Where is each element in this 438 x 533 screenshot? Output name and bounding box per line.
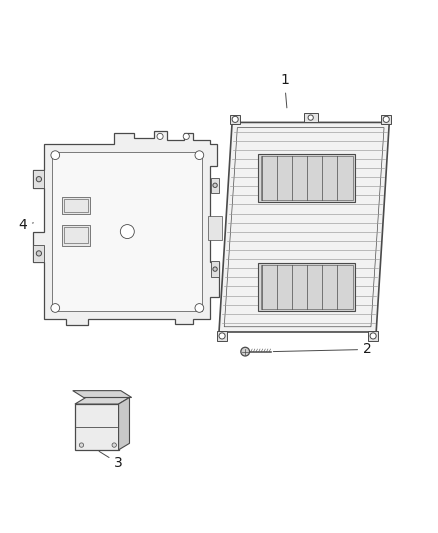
Circle shape xyxy=(219,333,225,339)
Circle shape xyxy=(79,443,84,447)
Polygon shape xyxy=(219,123,389,332)
Text: 1: 1 xyxy=(280,74,289,108)
Circle shape xyxy=(51,151,60,159)
Text: 3: 3 xyxy=(99,451,123,471)
Bar xyxy=(258,154,356,202)
Circle shape xyxy=(370,333,376,339)
Circle shape xyxy=(195,304,204,312)
Bar xyxy=(258,263,356,311)
Circle shape xyxy=(213,183,217,188)
Polygon shape xyxy=(73,391,132,398)
Circle shape xyxy=(241,348,250,356)
Circle shape xyxy=(36,176,42,182)
Bar xyxy=(304,113,318,123)
Circle shape xyxy=(51,304,60,312)
Polygon shape xyxy=(75,398,130,404)
Bar xyxy=(62,197,90,214)
Circle shape xyxy=(232,116,238,123)
Bar xyxy=(64,199,88,212)
Bar xyxy=(261,265,353,309)
Bar xyxy=(64,227,88,244)
Bar xyxy=(33,171,44,188)
Circle shape xyxy=(308,115,313,120)
Bar xyxy=(52,152,202,311)
Bar xyxy=(33,245,44,262)
Circle shape xyxy=(195,151,204,159)
Circle shape xyxy=(157,133,163,140)
Circle shape xyxy=(120,224,134,239)
Bar xyxy=(230,115,240,124)
Bar xyxy=(217,331,227,341)
Text: 4: 4 xyxy=(18,218,33,232)
Polygon shape xyxy=(33,131,219,326)
Polygon shape xyxy=(119,398,130,450)
Circle shape xyxy=(87,392,91,396)
Bar xyxy=(261,156,353,200)
Circle shape xyxy=(213,267,217,271)
Bar xyxy=(381,115,391,124)
Bar xyxy=(208,216,222,240)
Circle shape xyxy=(36,251,42,256)
Bar xyxy=(211,177,219,193)
Bar xyxy=(62,224,90,246)
Bar xyxy=(211,262,219,277)
Bar xyxy=(75,404,119,450)
Text: 2: 2 xyxy=(273,343,372,357)
Circle shape xyxy=(183,133,189,140)
Circle shape xyxy=(109,392,113,396)
Bar xyxy=(368,331,378,341)
Circle shape xyxy=(112,443,117,447)
Circle shape xyxy=(383,116,389,123)
